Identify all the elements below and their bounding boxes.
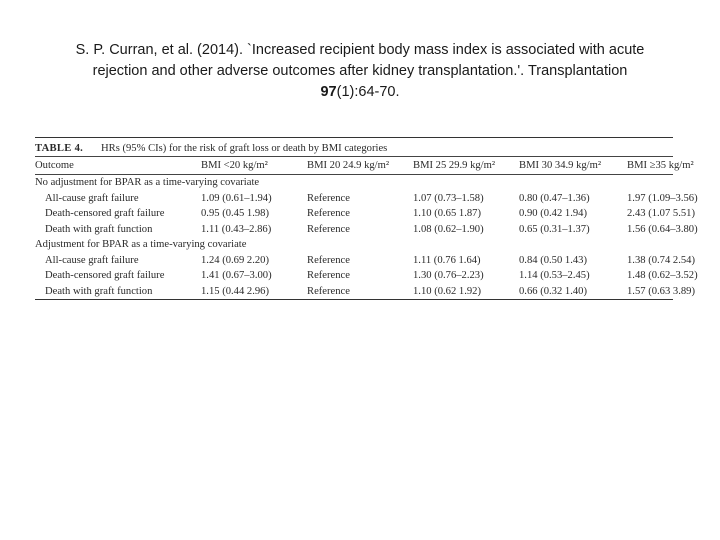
value-cell: 0.95 (0.45 1.98) [201,208,269,220]
value-cell: 1.41 (0.67–3.00) [201,270,272,282]
value-cell: 1.10 (0.65 1.87) [413,208,481,220]
hr-table: Outcome BMI <20 kg/m² BMI 20 24.9 kg/m² … [35,157,698,300]
value-cell: 1.10 (0.62 1.92) [413,283,519,300]
citation-line-3: 97(1):64-70. [20,82,700,103]
value-cell: 1.14 (0.53–2.45) [519,270,590,282]
column-header: BMI ≥35 kg/m² [627,160,694,171]
value-cell: 0.66 (0.32 1.40) [519,283,627,300]
value-cell: 1.11 (0.43–2.86) [201,223,272,235]
citation: S. P. Curran, et al. (2014). `Increased … [20,40,700,103]
value-cell: Reference [307,270,350,282]
column-header: BMI 30 34.9 kg/m² [519,160,602,171]
value-cell: Reference [307,192,350,204]
value-cell: 0.84 (0.50 1.43) [519,254,587,266]
table-row: Death-censored graft failure 0.95 (0.45 … [35,206,695,222]
value-cell: Reference [307,223,350,235]
value-cell: Reference [307,254,350,266]
section-header-row: Adjustment for BPAR as a time-varying co… [35,237,673,253]
column-header: BMI 20 24.9 kg/m² [307,160,390,171]
citation-line-2: rejection and other adverse outcomes aft… [92,63,628,79]
table-row: Death with graft function 1.11 (0.43–2.8… [35,222,698,238]
value-cell: 1.56 (0.64–3.80) [627,223,698,235]
value-cell: 1.48 (0.62–3.52) [627,270,698,282]
value-cell: 1.57 (0.63 3.89) [627,283,695,300]
table-top-rule [35,137,673,138]
outcome-cell: All-cause graft failure [45,254,139,266]
column-header: BMI <20 kg/m² [201,160,268,171]
table-label: TABLE 4. [35,142,84,154]
column-header: BMI 25 29.9 kg/m² [413,160,496,171]
outcome-cell: Death with graft function [45,223,153,235]
value-cell: 1.38 (0.74 2.54) [627,254,695,266]
value-cell: 1.11 (0.76 1.64) [413,254,481,266]
value-cell: Reference [307,208,350,220]
table-caption-rule [35,156,673,157]
table-title: HRs (95% CIs) for the risk of graft loss… [101,142,388,154]
table-header-row: Outcome BMI <20 kg/m² BMI 20 24.9 kg/m² … [35,157,694,175]
value-cell: 1.97 (1.09–3.56) [627,192,698,204]
value-cell: 1.15 (0.44 2.96) [201,283,307,300]
value-cell: 1.24 (0.69 2.20) [201,254,269,266]
table-row: All-cause graft failure 1.09 (0.61–1.94)… [35,191,698,207]
citation-issue-pages: (1):64-70. [336,84,400,100]
value-cell: 1.30 (0.76–2.23) [413,270,484,282]
table-row: All-cause graft failure 1.24 (0.69 2.20)… [35,253,695,269]
section-title: No adjustment for BPAR as a time-varying… [35,177,260,189]
outcome-cell: All-cause graft failure [45,192,139,204]
table-caption: TABLE 4. HRs (95% CIs) for the risk of g… [35,138,673,156]
value-cell: 0.65 (0.31–1.37) [519,223,590,235]
table-row: Death-censored graft failure 1.41 (0.67–… [35,268,698,284]
results-table-figure: TABLE 4. HRs (95% CIs) for the risk of g… [35,137,698,300]
citation-line-1: S. P. Curran, et al. (2014). `Increased … [75,42,645,58]
value-cell: 2.43 (1.07 5.51) [627,208,695,220]
outcome-cell: Death with graft function [35,283,201,300]
value-cell: 1.09 (0.61–1.94) [201,192,272,204]
outcome-cell: Death-censored graft failure [45,270,165,282]
value-cell: 0.80 (0.47–1.36) [519,192,590,204]
value-cell: Reference [307,283,413,300]
outcome-cell: Death-censored graft failure [45,208,165,220]
section-title: Adjustment for BPAR as a time-varying co… [35,239,247,251]
value-cell: 0.90 (0.42 1.94) [519,208,587,220]
value-cell: 1.07 (0.73–1.58) [413,192,484,204]
citation-volume: 97 [320,84,337,100]
table-row: Death with graft function 1.15 (0.44 2.9… [35,283,695,300]
section-header-row: No adjustment for BPAR as a time-varying… [35,175,673,191]
value-cell: 1.08 (0.62–1.90) [413,223,484,235]
column-header: Outcome [35,160,74,171]
